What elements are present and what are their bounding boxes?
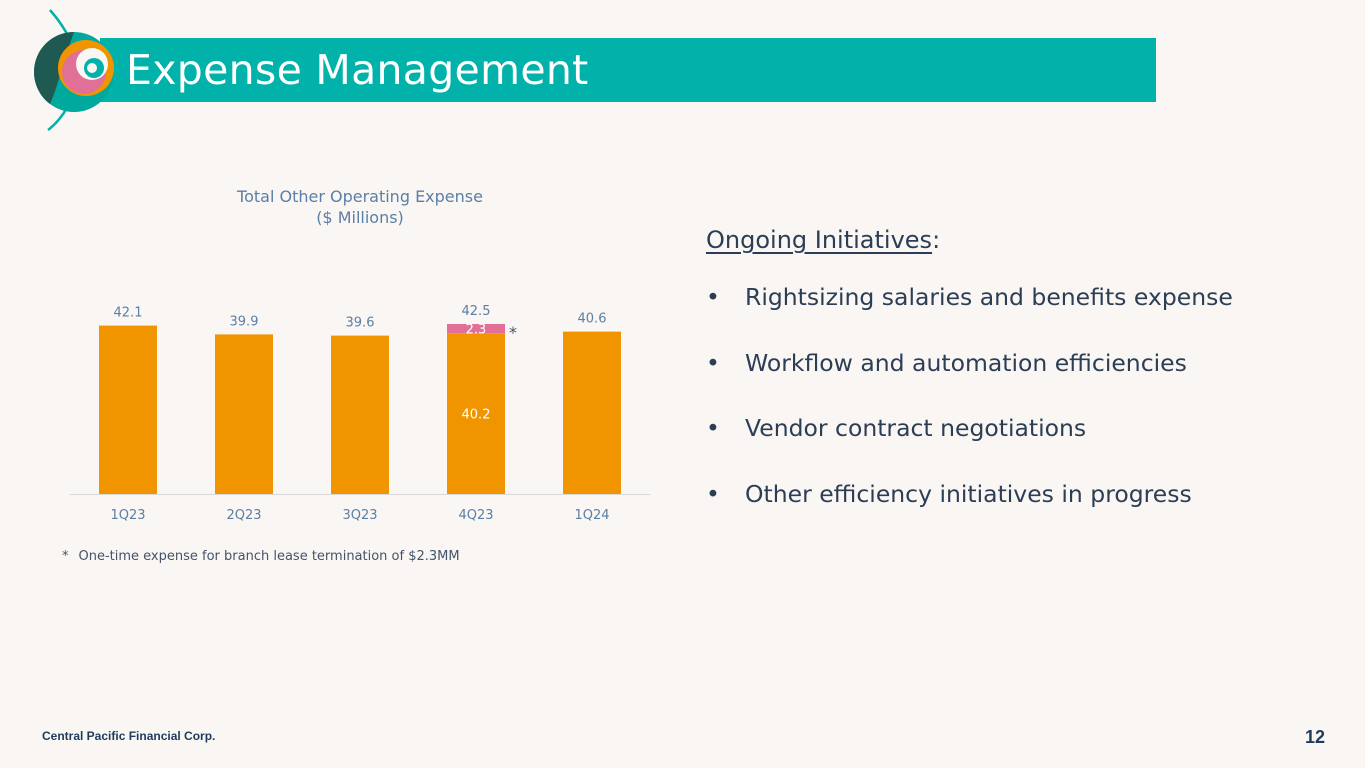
expense-bar-chart: 42.1 1Q23 39.9 2Q23 39.6 3Q23 40.2 2.3 * 42.5 4Q23… bbox=[70, 304, 650, 523]
initiatives-list: • Rightsizing salaries and benefits expen… bbox=[706, 283, 1233, 545]
bullet-icon: • bbox=[706, 414, 720, 442]
bar bbox=[563, 331, 621, 494]
bar bbox=[99, 325, 157, 494]
list-item-text: Workflow and automation efficiencies bbox=[745, 348, 1187, 377]
list-item: • Rightsizing salaries and benefits expen… bbox=[706, 283, 1233, 349]
list-item: • Other efficiency initiatives in progres… bbox=[706, 480, 1233, 546]
bar-segment-label: 40.2 bbox=[462, 408, 491, 423]
footnote-text: One-time expense for branch lease termin… bbox=[78, 549, 460, 564]
x-tick-label: 3Q23 bbox=[342, 508, 377, 523]
initiatives-heading: Ongoing Initiatives: bbox=[706, 226, 940, 254]
bar-segment-label: 2.3 bbox=[466, 323, 487, 338]
title-bar bbox=[100, 38, 1156, 102]
bullet-icon: • bbox=[706, 348, 720, 377]
company-logo-icon bbox=[34, 9, 114, 131]
annotation-marker: * bbox=[509, 323, 517, 342]
page-title: Expense Management bbox=[126, 46, 589, 94]
data-label: 39.6 bbox=[346, 316, 375, 331]
list-item-text: Other efficiency initiatives in progress bbox=[745, 479, 1192, 508]
x-tick-label: 2Q23 bbox=[226, 508, 261, 523]
bar-segment-onetime bbox=[447, 324, 505, 334]
x-tick-label: 1Q24 bbox=[574, 508, 609, 523]
list-item: • Workflow and automation efficiencies bbox=[706, 349, 1233, 415]
data-label: 42.5 bbox=[462, 304, 491, 319]
chart-title: Total Other Operating Expense ($ Million… bbox=[200, 186, 520, 228]
x-tick-label: 1Q23 bbox=[110, 508, 145, 523]
bar bbox=[215, 334, 273, 494]
footnote-marker: * bbox=[62, 549, 69, 564]
list-item-text: Rightsizing salaries and benefits expens… bbox=[745, 283, 1233, 311]
bar bbox=[447, 333, 505, 494]
data-label: 39.9 bbox=[230, 314, 259, 329]
page-number: 12 bbox=[1304, 727, 1325, 747]
data-label: 40.6 bbox=[578, 312, 607, 327]
bullet-icon: • bbox=[706, 283, 720, 311]
bar bbox=[331, 335, 389, 494]
chart-title-line: Total Other Operating Expense bbox=[237, 187, 483, 206]
footnote: * One-time expense for branch lease termi… bbox=[62, 549, 460, 564]
chart-subtitle-line: ($ Millions) bbox=[316, 208, 404, 227]
bullet-icon: • bbox=[706, 479, 720, 508]
list-item-text: Vendor contract negotiations bbox=[745, 414, 1087, 442]
data-label: 42.1 bbox=[114, 306, 143, 321]
initiatives-heading-text: Ongoing Initiatives bbox=[706, 226, 933, 254]
initiatives-heading-colon: : bbox=[932, 226, 941, 254]
x-tick-label: 4Q23 bbox=[458, 508, 493, 523]
company-name: Central Pacific Financial Corp. bbox=[42, 729, 216, 743]
list-item: • Vendor contract negotiations bbox=[706, 414, 1233, 480]
